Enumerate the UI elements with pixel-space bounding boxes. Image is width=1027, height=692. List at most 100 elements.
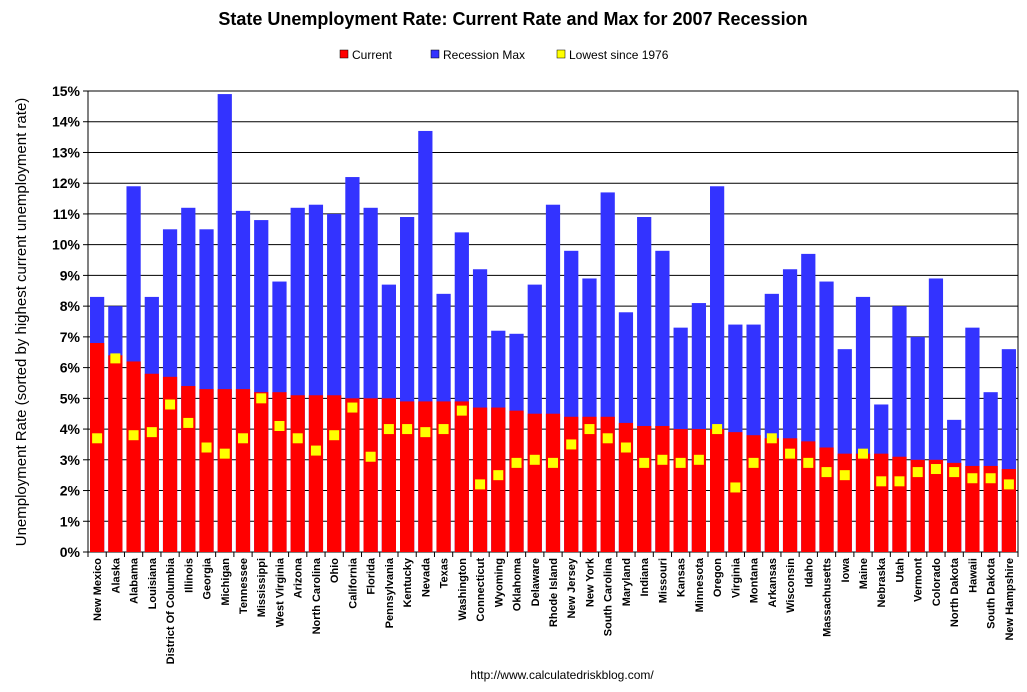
bar-current: [764, 438, 779, 552]
marker-lowest: [365, 451, 376, 462]
bar-current: [691, 429, 706, 552]
current-bars: [90, 343, 1016, 552]
bar-current: [217, 389, 232, 552]
marker-lowest: [566, 439, 577, 450]
lowest-markers: [92, 353, 1014, 493]
bar-current: [181, 386, 196, 552]
x-tick-label: Montana: [749, 557, 761, 603]
x-axis-ticks: New Mexico Alaska Alabama Louisiana District…: [87, 552, 1019, 664]
y-tick-label: 11%: [53, 206, 81, 222]
bar-current: [965, 465, 980, 552]
chart-title: State Unemployment Rate: Current Rate an…: [218, 9, 807, 29]
marker-lowest: [274, 420, 285, 431]
bar-current: [254, 392, 269, 552]
marker-lowest: [785, 448, 796, 459]
bar-current: [564, 416, 579, 552]
bar-current: [746, 435, 761, 552]
x-tick-label: Nevada: [420, 557, 432, 597]
bar-current: [126, 361, 141, 552]
y-tick-label: 14%: [52, 114, 81, 130]
marker-lowest: [438, 424, 449, 435]
x-tick-label: Rhode Island: [548, 558, 560, 627]
bar-current: [90, 343, 105, 552]
marker-lowest: [821, 467, 832, 478]
bar-current: [819, 447, 834, 552]
bar-current: [108, 355, 123, 552]
bar-current: [582, 416, 597, 552]
marker-lowest: [675, 457, 686, 468]
legend-swatch-2: [556, 49, 566, 59]
marker-lowest: [256, 393, 267, 404]
marker-lowest: [420, 427, 431, 438]
marker-lowest: [548, 457, 558, 468]
x-tick-label: Connecticut: [475, 558, 487, 622]
x-tick-label: West Virginia: [274, 557, 286, 627]
x-tick-label: Washington: [457, 558, 469, 621]
x-tick-label: Kentucky: [402, 557, 414, 607]
x-tick-label: Minnesota: [694, 557, 706, 612]
bar-current: [144, 373, 159, 552]
marker-lowest: [949, 467, 960, 478]
bar-current: [637, 425, 652, 552]
marker-lowest: [201, 442, 212, 453]
legend-label-0: Current: [352, 48, 393, 62]
marker-lowest: [839, 470, 850, 481]
marker-lowest: [92, 433, 103, 444]
x-tick-label: Oklahoma: [512, 557, 524, 611]
y-tick-label: 10%: [52, 237, 81, 253]
x-tick-label: Pennsylvania: [384, 557, 396, 628]
x-tick-label: Arkansas: [767, 558, 779, 608]
marker-lowest: [657, 454, 668, 465]
bar-current: [673, 429, 688, 552]
x-tick-label: New Mexico: [92, 558, 104, 621]
bar-current: [418, 401, 433, 552]
x-tick-label: Florida: [366, 557, 378, 595]
bar-current: [855, 453, 871, 552]
bar-current: [545, 413, 561, 552]
bar-current: [655, 425, 670, 552]
x-tick-label: South Carolina: [603, 557, 615, 636]
marker-lowest: [985, 473, 996, 484]
marker-lowest: [639, 457, 650, 468]
marker-lowest: [712, 424, 723, 435]
marker-lowest: [383, 424, 394, 435]
legend-swatch-0: [339, 49, 349, 59]
marker-lowest: [620, 442, 631, 453]
y-tick-label: 4%: [60, 421, 81, 437]
x-tick-label: Massachusetts: [822, 558, 834, 637]
x-tick-label: Alabama: [129, 557, 141, 604]
x-tick-label: District Of Columbia: [165, 557, 177, 664]
y-tick-label: 6%: [60, 360, 81, 376]
marker-lowest: [475, 479, 486, 490]
y-tick-label: 2%: [60, 483, 81, 499]
x-tick-label: New Jersey: [566, 557, 578, 618]
x-tick-label: Texas: [439, 558, 451, 588]
y-axis-label: Unemployment Rate (sorted by highest cur…: [13, 98, 30, 547]
bar-current: [272, 392, 287, 552]
marker-lowest: [876, 476, 887, 487]
y-tick-label: 13%: [52, 144, 81, 160]
x-tick-label: South Dakota: [986, 557, 998, 629]
bar-current: [618, 422, 634, 552]
marker-lowest: [310, 445, 321, 456]
x-tick-label: Maine: [858, 558, 870, 589]
marker-lowest: [803, 457, 814, 468]
x-tick-label: Vermont: [913, 558, 925, 602]
x-tick-label: New Hampshire: [1004, 558, 1016, 641]
marker-lowest: [930, 464, 941, 475]
marker-lowest: [584, 424, 595, 435]
marker-lowest: [748, 457, 759, 468]
bar-current: [527, 413, 542, 552]
marker-lowest: [292, 433, 303, 444]
x-tick-label: Louisiana: [147, 557, 159, 609]
x-tick-label: California: [347, 557, 359, 609]
marker-lowest: [858, 448, 868, 459]
marker-lowest: [128, 430, 139, 441]
legend-label-2: Lowest since 1976: [569, 48, 669, 62]
bar-current: [801, 441, 816, 552]
marker-lowest: [146, 427, 157, 438]
marker-lowest: [730, 482, 741, 493]
y-tick-label: 0%: [60, 544, 81, 560]
bar-current: [600, 416, 615, 552]
bar-current: [235, 389, 251, 552]
